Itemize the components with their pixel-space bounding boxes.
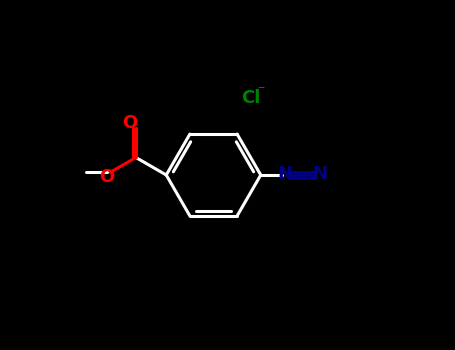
- Text: Cl: Cl: [242, 89, 261, 107]
- Text: N: N: [278, 165, 293, 183]
- Text: ⁻: ⁻: [257, 83, 264, 97]
- Text: O: O: [99, 168, 114, 186]
- Text: O: O: [122, 113, 137, 132]
- Text: N: N: [312, 165, 327, 183]
